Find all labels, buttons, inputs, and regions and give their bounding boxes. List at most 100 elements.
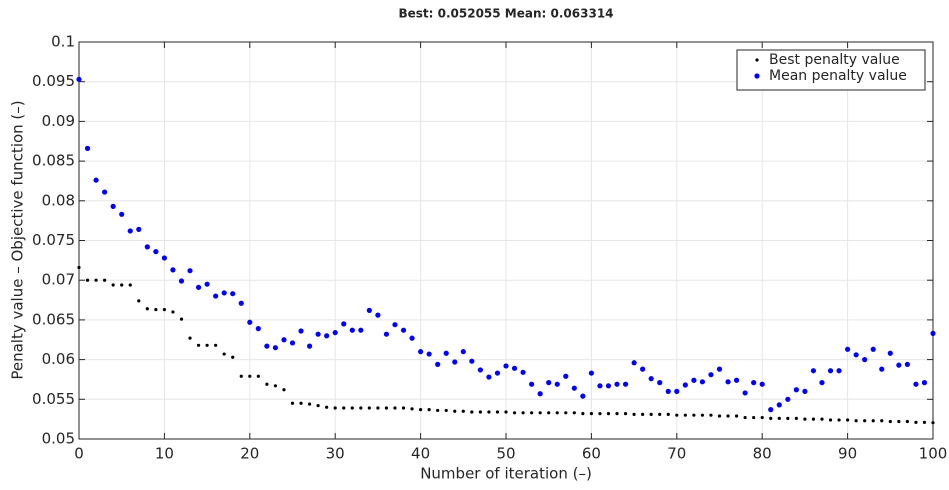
point [487, 410, 491, 414]
x-tick-label: 100 [919, 445, 948, 463]
point [521, 411, 525, 415]
point [922, 420, 927, 424]
point [529, 381, 535, 387]
point [119, 211, 125, 217]
point [154, 307, 158, 312]
point [931, 421, 935, 425]
point [298, 328, 304, 334]
point [537, 391, 543, 397]
point [572, 411, 576, 415]
legend-label: Best penalty value [769, 52, 900, 68]
point [879, 366, 885, 372]
point [581, 411, 585, 416]
point [332, 330, 338, 336]
point [495, 410, 500, 414]
point [204, 281, 210, 287]
point [897, 419, 901, 424]
y-tick-label: 0.1 [51, 33, 75, 51]
point [699, 379, 706, 385]
point [802, 388, 808, 394]
point [888, 419, 892, 424]
point [546, 380, 552, 386]
point [803, 417, 807, 421]
y-tick-label: 0.095 [32, 72, 75, 90]
point [102, 189, 108, 195]
point [349, 327, 355, 333]
point [392, 322, 398, 328]
point [307, 402, 312, 406]
point [247, 319, 253, 325]
point [171, 310, 175, 314]
y-tick-label: 0.05 [42, 430, 75, 448]
point [470, 410, 474, 414]
y-tick-label: 0.09 [42, 112, 75, 130]
point [256, 374, 260, 378]
point [622, 381, 629, 387]
x-tick-label: 0 [74, 445, 84, 463]
point [136, 226, 142, 232]
point [187, 268, 193, 274]
legend-label: Mean penalty value [769, 68, 907, 84]
point [863, 419, 867, 423]
point [564, 411, 568, 415]
point [811, 417, 816, 421]
point [648, 376, 654, 382]
point [435, 361, 441, 367]
point [520, 369, 526, 375]
point [674, 388, 680, 394]
point [419, 408, 423, 412]
point [214, 343, 218, 347]
point [709, 413, 713, 417]
point [785, 396, 791, 402]
point [376, 406, 380, 410]
point [751, 380, 757, 386]
point [880, 419, 884, 423]
point [614, 381, 620, 387]
point [315, 331, 321, 337]
point [453, 409, 457, 413]
point [640, 366, 646, 372]
point [255, 326, 261, 332]
point [623, 411, 628, 416]
point [94, 278, 98, 282]
y-tick-label: 0.065 [32, 310, 75, 328]
point [350, 406, 354, 410]
chart-title: Best: 0.052055 Mean: 0.063314 [398, 7, 613, 21]
point [828, 418, 833, 422]
point [153, 249, 159, 255]
point [734, 414, 739, 418]
point [443, 350, 449, 356]
x-tick-label: 50 [496, 445, 515, 463]
x-tick-label: 40 [411, 445, 430, 463]
point [231, 355, 235, 359]
point [752, 415, 756, 420]
point [264, 343, 270, 349]
point [743, 415, 747, 420]
point [358, 327, 364, 333]
point [827, 368, 834, 374]
point [769, 416, 773, 420]
point [161, 255, 167, 261]
point [819, 380, 825, 386]
point [401, 406, 406, 410]
point [597, 383, 603, 389]
point [324, 333, 330, 339]
point [478, 410, 482, 414]
point [538, 411, 542, 415]
point [853, 352, 859, 358]
point [273, 384, 278, 388]
y-tick-label: 0.055 [32, 390, 75, 408]
point [85, 278, 90, 282]
point [221, 290, 227, 296]
point [195, 284, 202, 290]
point [144, 244, 150, 250]
point [571, 385, 577, 391]
point [606, 411, 611, 416]
point [666, 412, 670, 416]
point [418, 349, 424, 355]
point [127, 228, 133, 234]
legend-box [736, 49, 926, 91]
x-tick-label: 80 [753, 445, 772, 463]
y-tick-label: 0.085 [32, 152, 75, 170]
